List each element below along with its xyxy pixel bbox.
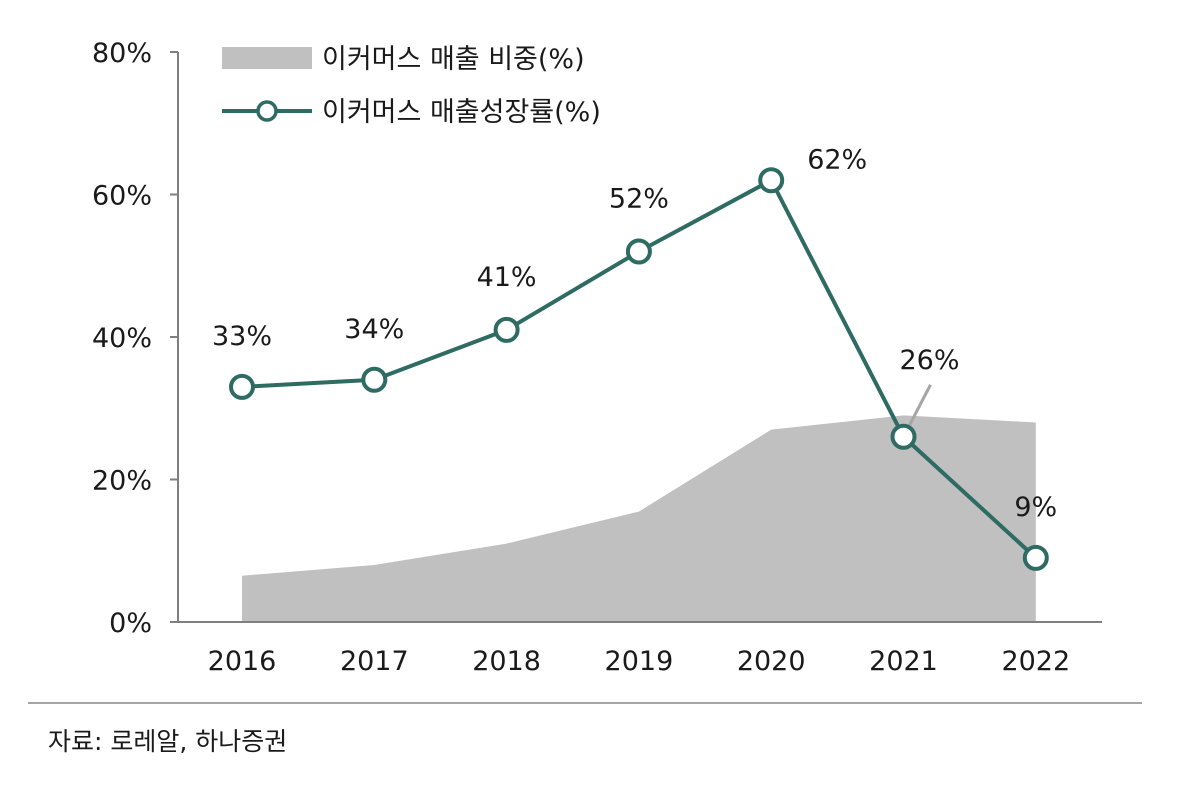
data-labels: 33% 34% 41% 52% 62% 26% 9% xyxy=(212,144,1057,523)
chart: 0%20%40%60%80% 2016 2017 2018 2019 2020 2021 2… xyxy=(92,38,1102,677)
line-point-marker xyxy=(229,373,255,400)
line-point-marker xyxy=(890,423,917,450)
data-label: 34% xyxy=(344,314,404,345)
data-label: 52% xyxy=(609,184,669,215)
line-point-marker xyxy=(493,316,520,343)
line-point-marker xyxy=(361,366,388,393)
area-series-shape xyxy=(242,415,1036,622)
data-label: 33% xyxy=(212,321,272,352)
x-tick-label: 2019 xyxy=(605,646,674,677)
y-tick-label: 20% xyxy=(92,466,152,497)
y-tick-label: 80% xyxy=(92,38,152,69)
data-label: 41% xyxy=(477,262,537,293)
line-point-marker xyxy=(1022,544,1049,571)
x-tick-label: 2022 xyxy=(1001,646,1070,677)
legend-label-area: 이커머스 매출 비중(%) xyxy=(322,44,585,75)
legend: 이커머스 매출 비중(%) 이커머스 매출성장률(%) xyxy=(222,44,601,128)
legend-label-line: 이커머스 매출성장률(%) xyxy=(322,97,601,128)
line-point-marker xyxy=(625,238,652,265)
x-tick-label: 2020 xyxy=(737,646,806,677)
source-note: 자료: 로레알, 하나증권 xyxy=(48,727,288,756)
y-tick-label: 40% xyxy=(92,323,152,354)
source-divider xyxy=(28,702,1142,704)
x-ticks: 2016 2017 2018 2019 2020 2021 2022 xyxy=(208,646,1071,677)
legend-swatch-marker xyxy=(256,100,278,122)
area-series-layer xyxy=(242,415,1036,622)
data-label: 62% xyxy=(807,144,867,175)
x-tick-label: 2018 xyxy=(472,646,541,677)
legend-swatch-area xyxy=(222,47,312,69)
y-ticks: 0% 20% 40% 60% 80% xyxy=(92,38,178,639)
line-point-marker xyxy=(758,167,785,194)
data-label: 26% xyxy=(899,345,959,376)
line-series-layer xyxy=(229,167,1049,571)
x-tick-label: 2021 xyxy=(869,646,938,677)
x-tick-label: 2017 xyxy=(340,646,409,677)
y-tick-label: 60% xyxy=(92,181,152,212)
y-tick-label: 0% xyxy=(109,608,152,639)
data-label: 9% xyxy=(1014,492,1057,523)
x-tick-label: 2016 xyxy=(208,646,277,677)
